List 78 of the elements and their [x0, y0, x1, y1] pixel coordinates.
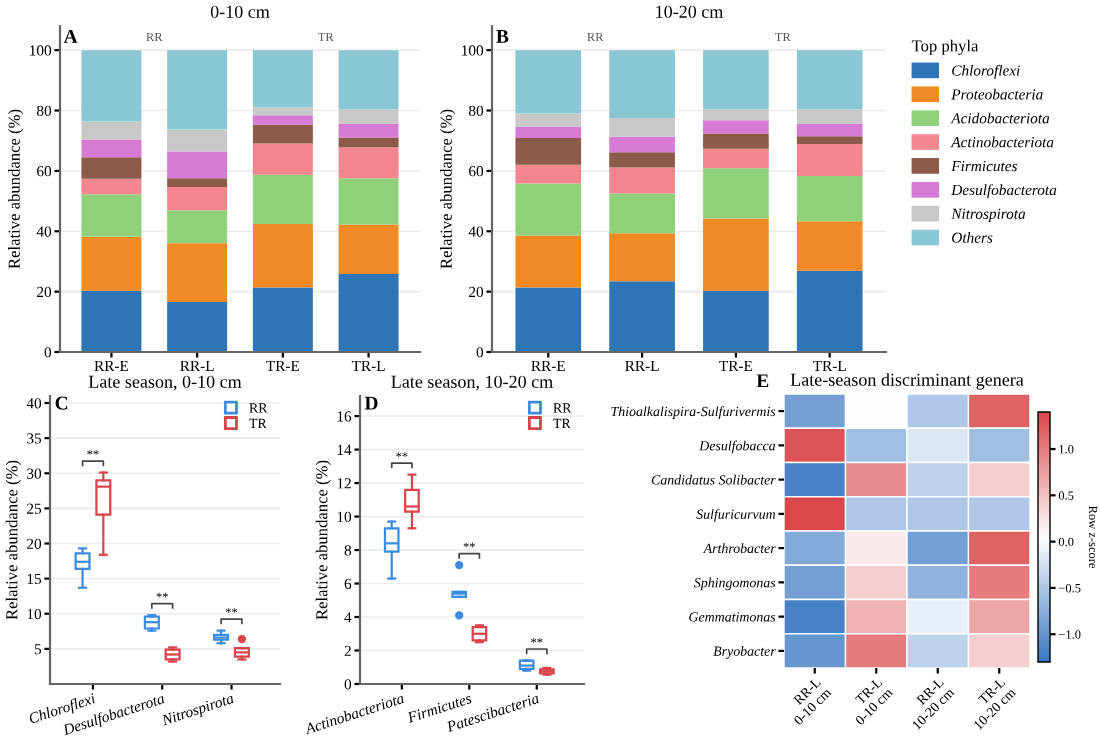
- chart-title: Late season, 0-10 cm: [88, 375, 242, 391]
- bar: [515, 164, 582, 184]
- bar: [609, 167, 675, 194]
- bar: [515, 113, 582, 127]
- bar: [796, 124, 863, 137]
- bar: [609, 136, 675, 153]
- bar: [609, 193, 675, 234]
- bar: [252, 287, 313, 352]
- bar: [167, 178, 228, 187]
- y-axis-title: Relative abundance (%): [8, 109, 24, 269]
- bar: [338, 178, 399, 225]
- bar: [81, 290, 142, 352]
- bar: [338, 224, 399, 275]
- bar: [338, 109, 399, 125]
- bar: [703, 120, 769, 134]
- bar: [609, 152, 675, 168]
- bar: [703, 148, 769, 169]
- bar: [515, 235, 582, 288]
- chart-title: 0-10 cm: [210, 5, 270, 18]
- y-axis-title: Relative abundance (%): [315, 460, 331, 620]
- chart-title: Late-season discriminant genera: [790, 373, 1024, 390]
- annotation: D: [364, 396, 378, 410]
- bar: [703, 218, 769, 291]
- bar: [252, 174, 313, 225]
- bar: [167, 129, 228, 152]
- bar: [609, 281, 675, 352]
- bar: [167, 243, 228, 302]
- bar: [167, 50, 228, 130]
- bar: [167, 301, 228, 352]
- bar: [338, 124, 399, 138]
- annotation: A: [63, 29, 78, 43]
- bar: [515, 183, 582, 236]
- chart-title: 10-20 cm: [656, 5, 724, 18]
- bar: [703, 133, 769, 149]
- bar: [167, 151, 228, 179]
- bar: [338, 50, 399, 110]
- bar: [515, 50, 582, 114]
- bar: [167, 186, 228, 211]
- bar: [81, 236, 142, 291]
- bar: [609, 233, 675, 282]
- bar: [81, 139, 142, 158]
- bar: [81, 157, 142, 179]
- bar: [81, 194, 142, 237]
- bar: [796, 176, 863, 222]
- bar: [703, 290, 769, 352]
- legend-title: Top phyla: [911, 39, 979, 55]
- bar: [81, 121, 142, 140]
- bar: [81, 178, 142, 195]
- bar: [609, 50, 675, 119]
- bar: [338, 274, 399, 352]
- y-axis-title: Relative abundance (%): [440, 109, 456, 269]
- bar: [703, 50, 769, 110]
- bar: [252, 143, 313, 175]
- bar: [252, 224, 313, 288]
- chart-title: Late season, 10-20 cm: [391, 375, 553, 391]
- bar: [796, 50, 863, 110]
- bar: [515, 137, 582, 165]
- bar: [338, 137, 399, 148]
- bar: [703, 109, 769, 121]
- bar: [703, 168, 769, 219]
- bar: [796, 270, 863, 352]
- bar: [252, 50, 313, 108]
- bar: [796, 221, 863, 271]
- text: E: [756, 374, 769, 388]
- bar: [796, 144, 863, 177]
- bar: [252, 124, 313, 144]
- annotation: B: [496, 30, 509, 43]
- bar: [609, 118, 675, 137]
- bar: [796, 109, 863, 125]
- bar: [167, 210, 228, 244]
- y-axis-title: Relative abundance (%): [5, 460, 21, 620]
- bar: [338, 147, 399, 179]
- bar: [796, 136, 863, 145]
- annotation: C: [55, 396, 68, 410]
- bar: [252, 115, 313, 125]
- bar: [81, 50, 142, 122]
- bar: [515, 126, 582, 138]
- bar: [515, 287, 582, 352]
